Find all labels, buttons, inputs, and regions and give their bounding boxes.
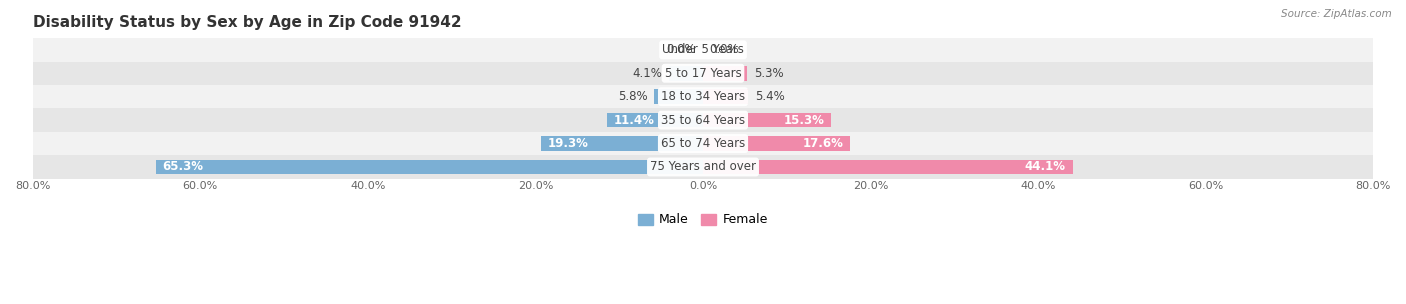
Text: 5 to 17 Years: 5 to 17 Years (665, 67, 741, 80)
Text: 18 to 34 Years: 18 to 34 Years (661, 90, 745, 103)
Text: 19.3%: 19.3% (548, 137, 589, 150)
Bar (156, 160, 703, 174)
Text: 5.8%: 5.8% (619, 90, 648, 103)
Text: Disability Status by Sex by Age in Zip Code 91942: Disability Status by Sex by Age in Zip C… (32, 15, 461, 30)
Bar (32, 132, 1374, 155)
Text: 5.4%: 5.4% (755, 90, 785, 103)
Bar (32, 61, 1374, 85)
Bar (669, 66, 703, 81)
Text: Under 5 Years: Under 5 Years (662, 43, 744, 56)
Text: 5.3%: 5.3% (754, 67, 783, 80)
Text: 0.0%: 0.0% (666, 43, 696, 56)
Bar (703, 160, 1073, 174)
Text: 4.1%: 4.1% (633, 67, 662, 80)
Bar (703, 136, 851, 151)
Bar (32, 85, 1374, 109)
Bar (654, 89, 703, 104)
Text: Source: ZipAtlas.com: Source: ZipAtlas.com (1281, 9, 1392, 19)
Bar (703, 89, 748, 104)
Text: 44.1%: 44.1% (1025, 161, 1066, 174)
Text: 75 Years and over: 75 Years and over (650, 161, 756, 174)
Text: 65 to 74 Years: 65 to 74 Years (661, 137, 745, 150)
Bar (541, 136, 703, 151)
Bar (32, 38, 1374, 61)
Text: 65.3%: 65.3% (163, 161, 204, 174)
Bar (32, 109, 1374, 132)
Bar (607, 113, 703, 127)
Legend: Male, Female: Male, Female (633, 209, 773, 231)
Text: 11.4%: 11.4% (614, 114, 655, 127)
Bar (703, 113, 831, 127)
Text: 15.3%: 15.3% (783, 114, 824, 127)
Text: 17.6%: 17.6% (803, 137, 844, 150)
Bar (32, 155, 1374, 179)
Bar (703, 66, 748, 81)
Text: 35 to 64 Years: 35 to 64 Years (661, 114, 745, 127)
Text: 0.0%: 0.0% (710, 43, 740, 56)
